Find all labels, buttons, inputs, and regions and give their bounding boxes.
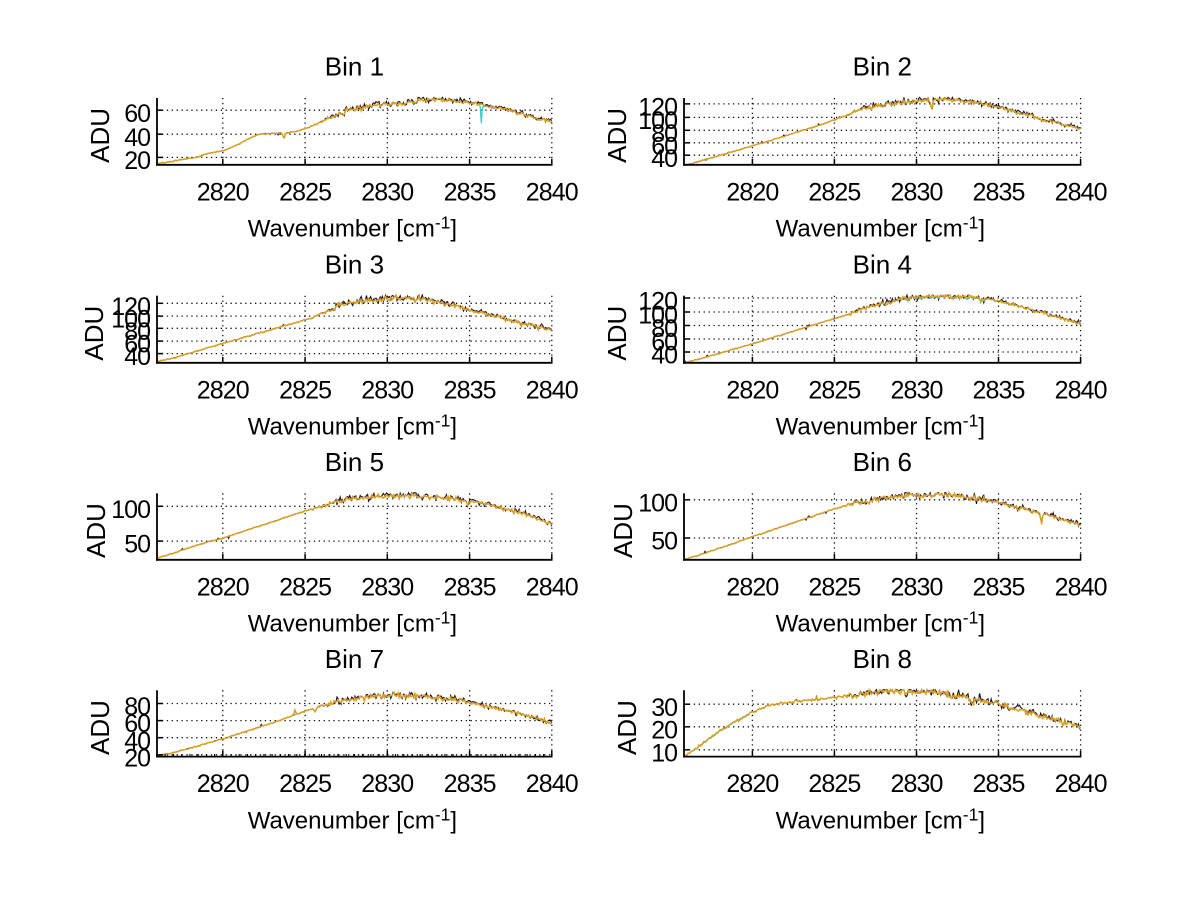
svg-text:Wavenumber [cm-1]: Wavenumber [cm-1]: [776, 411, 985, 441]
svg-text:120: 120: [111, 293, 150, 321]
svg-text:40: 40: [124, 727, 150, 755]
svg-text:120: 120: [638, 288, 677, 316]
svg-text:2840: 2840: [1055, 770, 1107, 798]
svg-text:60: 60: [651, 329, 677, 357]
svg-text:2840: 2840: [1055, 573, 1107, 601]
svg-text:Wavenumber [cm-1]: Wavenumber [cm-1]: [248, 608, 457, 638]
svg-text:60: 60: [124, 100, 150, 128]
svg-text:100: 100: [111, 306, 150, 334]
svg-text:20: 20: [651, 716, 677, 744]
svg-text:Bin 6: Bin 6: [853, 447, 912, 477]
svg-text:30: 30: [651, 694, 677, 722]
svg-text:ADU: ADU: [602, 108, 632, 163]
svg-text:ADU: ADU: [85, 108, 115, 163]
svg-text:2835: 2835: [444, 178, 496, 206]
svg-text:2830: 2830: [361, 178, 413, 206]
svg-text:80: 80: [651, 120, 677, 148]
svg-text:ADU: ADU: [85, 700, 115, 755]
svg-text:2840: 2840: [526, 178, 578, 206]
svg-text:2830: 2830: [361, 376, 413, 404]
svg-text:2830: 2830: [361, 573, 413, 601]
svg-text:2830: 2830: [890, 178, 942, 206]
svg-text:2840: 2840: [526, 573, 578, 601]
svg-text:2825: 2825: [808, 376, 860, 404]
svg-text:2840: 2840: [1055, 376, 1107, 404]
svg-text:ADU: ADU: [612, 700, 642, 755]
svg-text:2820: 2820: [726, 770, 778, 798]
svg-text:2820: 2820: [726, 178, 778, 206]
svg-text:40: 40: [651, 342, 677, 370]
svg-text:Bin 7: Bin 7: [325, 644, 384, 674]
svg-text:2835: 2835: [444, 573, 496, 601]
svg-text:2820: 2820: [197, 573, 249, 601]
svg-text:2820: 2820: [726, 376, 778, 404]
svg-text:100: 100: [638, 107, 677, 135]
svg-text:Wavenumber [cm-1]: Wavenumber [cm-1]: [776, 608, 985, 638]
svg-text:40: 40: [124, 343, 150, 371]
svg-text:50: 50: [124, 531, 150, 559]
svg-text:2830: 2830: [890, 573, 942, 601]
svg-text:2825: 2825: [808, 178, 860, 206]
svg-text:2820: 2820: [197, 770, 249, 798]
svg-text:2835: 2835: [972, 770, 1024, 798]
svg-text:ADU: ADU: [81, 503, 111, 558]
svg-text:2820: 2820: [197, 376, 249, 404]
svg-text:80: 80: [124, 693, 150, 721]
svg-text:40: 40: [651, 145, 677, 173]
svg-text:Wavenumber [cm-1]: Wavenumber [cm-1]: [248, 213, 457, 243]
svg-text:Bin 3: Bin 3: [325, 249, 384, 279]
svg-text:100: 100: [638, 302, 677, 330]
svg-text:Bin 1: Bin 1: [325, 52, 384, 82]
svg-text:2830: 2830: [890, 376, 942, 404]
svg-text:80: 80: [651, 315, 677, 343]
svg-text:20: 20: [124, 147, 150, 175]
svg-text:Bin 8: Bin 8: [853, 644, 912, 674]
svg-text:2830: 2830: [361, 770, 413, 798]
svg-text:2825: 2825: [279, 376, 331, 404]
svg-text:ADU: ADU: [602, 306, 632, 361]
svg-text:2835: 2835: [444, 376, 496, 404]
svg-text:2825: 2825: [279, 178, 331, 206]
svg-text:10: 10: [651, 739, 677, 767]
svg-text:2825: 2825: [279, 573, 331, 601]
svg-text:Wavenumber [cm-1]: Wavenumber [cm-1]: [248, 411, 457, 441]
svg-text:50: 50: [651, 528, 677, 556]
svg-text:120: 120: [638, 94, 677, 122]
svg-text:2840: 2840: [1055, 178, 1107, 206]
svg-text:2835: 2835: [972, 376, 1024, 404]
svg-text:2840: 2840: [526, 770, 578, 798]
svg-text:100: 100: [111, 496, 150, 524]
svg-text:60: 60: [651, 132, 677, 160]
svg-text:Wavenumber [cm-1]: Wavenumber [cm-1]: [776, 804, 985, 834]
svg-text:40: 40: [124, 124, 150, 152]
svg-text:2825: 2825: [279, 770, 331, 798]
svg-text:2835: 2835: [444, 770, 496, 798]
svg-text:2835: 2835: [972, 573, 1024, 601]
svg-text:20: 20: [124, 744, 150, 772]
svg-text:Bin 2: Bin 2: [853, 52, 912, 82]
svg-text:Bin 5: Bin 5: [325, 447, 384, 477]
svg-text:2830: 2830: [890, 770, 942, 798]
svg-text:Wavenumber [cm-1]: Wavenumber [cm-1]: [248, 804, 457, 834]
svg-text:60: 60: [124, 331, 150, 359]
svg-text:60: 60: [124, 710, 150, 738]
svg-text:100: 100: [638, 489, 677, 517]
svg-text:2820: 2820: [726, 573, 778, 601]
svg-text:Wavenumber [cm-1]: Wavenumber [cm-1]: [776, 213, 985, 243]
svg-text:2835: 2835: [972, 178, 1024, 206]
svg-text:80: 80: [124, 318, 150, 346]
svg-text:2825: 2825: [808, 770, 860, 798]
svg-text:2825: 2825: [808, 573, 860, 601]
svg-text:ADU: ADU: [608, 503, 638, 558]
svg-text:Bin 4: Bin 4: [853, 249, 912, 279]
svg-text:2840: 2840: [526, 376, 578, 404]
svg-text:ADU: ADU: [79, 306, 109, 361]
svg-text:2820: 2820: [197, 178, 249, 206]
